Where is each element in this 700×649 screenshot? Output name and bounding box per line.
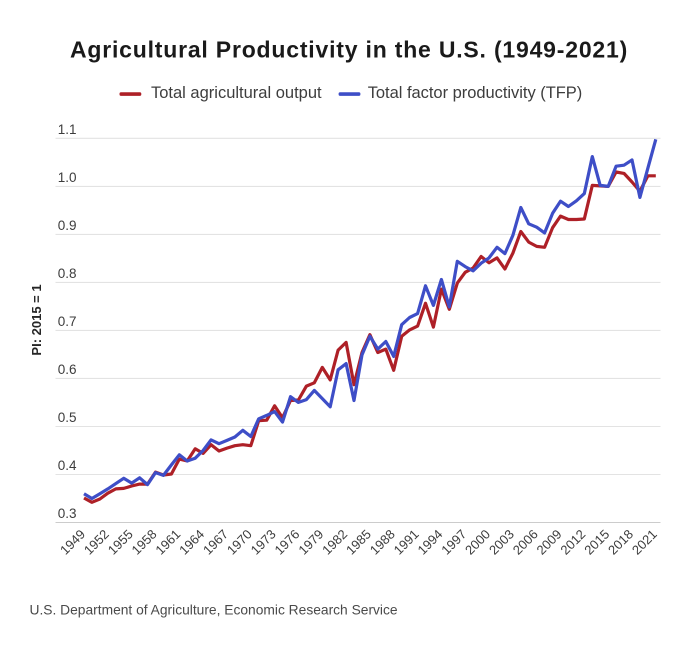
svg-text:0.3: 0.3 [58, 506, 77, 521]
svg-text:0.9: 0.9 [58, 218, 77, 233]
svg-text:0.6: 0.6 [58, 362, 77, 377]
svg-text:PI: 2015 = 1: PI: 2015 = 1 [29, 284, 44, 355]
svg-text:1.0: 1.0 [58, 170, 77, 185]
svg-text:1.1: 1.1 [58, 122, 77, 137]
svg-text:Total factor productivity (TFP: Total factor productivity (TFP) [368, 84, 583, 102]
svg-text:Total agricultural output: Total agricultural output [151, 84, 322, 102]
svg-text:0.7: 0.7 [58, 314, 77, 329]
svg-text:0.5: 0.5 [58, 410, 77, 425]
svg-text:Agricultural Productivity in t: Agricultural Productivity in the U.S. (1… [70, 37, 628, 63]
svg-text:0.4: 0.4 [58, 458, 77, 473]
svg-text:0.8: 0.8 [58, 266, 77, 281]
svg-text:U.S. Department of Agriculture: U.S. Department of Agriculture, Economic… [30, 603, 398, 618]
